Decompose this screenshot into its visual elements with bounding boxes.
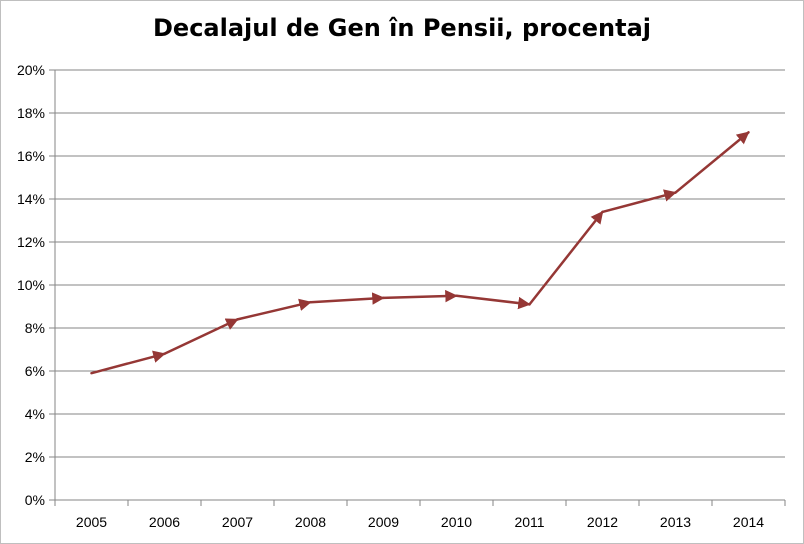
x-tick-label: 2011	[514, 514, 544, 530]
y-tick-label: 20%	[17, 62, 45, 78]
series-segment	[163, 318, 239, 356]
series-segment	[528, 210, 604, 306]
x-tick-label: 2013	[660, 514, 691, 530]
x-tick-label: 2006	[149, 514, 180, 530]
y-tick-label: 2%	[25, 449, 45, 465]
gridlines	[55, 69, 785, 458]
series-segment	[601, 189, 677, 214]
y-tick-label: 14%	[17, 191, 45, 207]
x-tick-label: 2010	[441, 514, 472, 530]
x-tick-label: 2008	[295, 514, 326, 530]
series-segment	[309, 292, 385, 305]
series-segment	[674, 131, 750, 194]
y-tick-label: 0%	[25, 492, 45, 508]
x-tick-label: 2014	[733, 514, 764, 530]
x-tick-label: 2005	[76, 514, 107, 530]
x-tick-label: 2007	[222, 514, 253, 530]
y-tick-label: 18%	[17, 105, 45, 121]
chart-title: Decalajul de Gen în Pensii, procentaj	[153, 14, 651, 42]
x-tick-label: 2009	[368, 514, 399, 530]
series	[90, 131, 750, 375]
y-tick-label: 12%	[17, 234, 45, 250]
series-segment	[236, 298, 312, 321]
y-tick-label: 6%	[25, 363, 45, 379]
y-tick-label: 8%	[25, 320, 45, 336]
y-tick-label: 4%	[25, 406, 45, 422]
axes	[49, 69, 786, 506]
x-tick-label: 2012	[587, 514, 618, 530]
tick-labels: 0% 2% 4% 6% 8% 10% 12% 14% 16% 18% 20% 2005 2006 2007…	[17, 62, 764, 530]
series-segment	[90, 350, 166, 375]
y-tick-label: 16%	[17, 148, 45, 164]
y-tick-label: 10%	[17, 277, 45, 293]
series-segment	[382, 289, 458, 303]
series-segment	[455, 294, 531, 310]
